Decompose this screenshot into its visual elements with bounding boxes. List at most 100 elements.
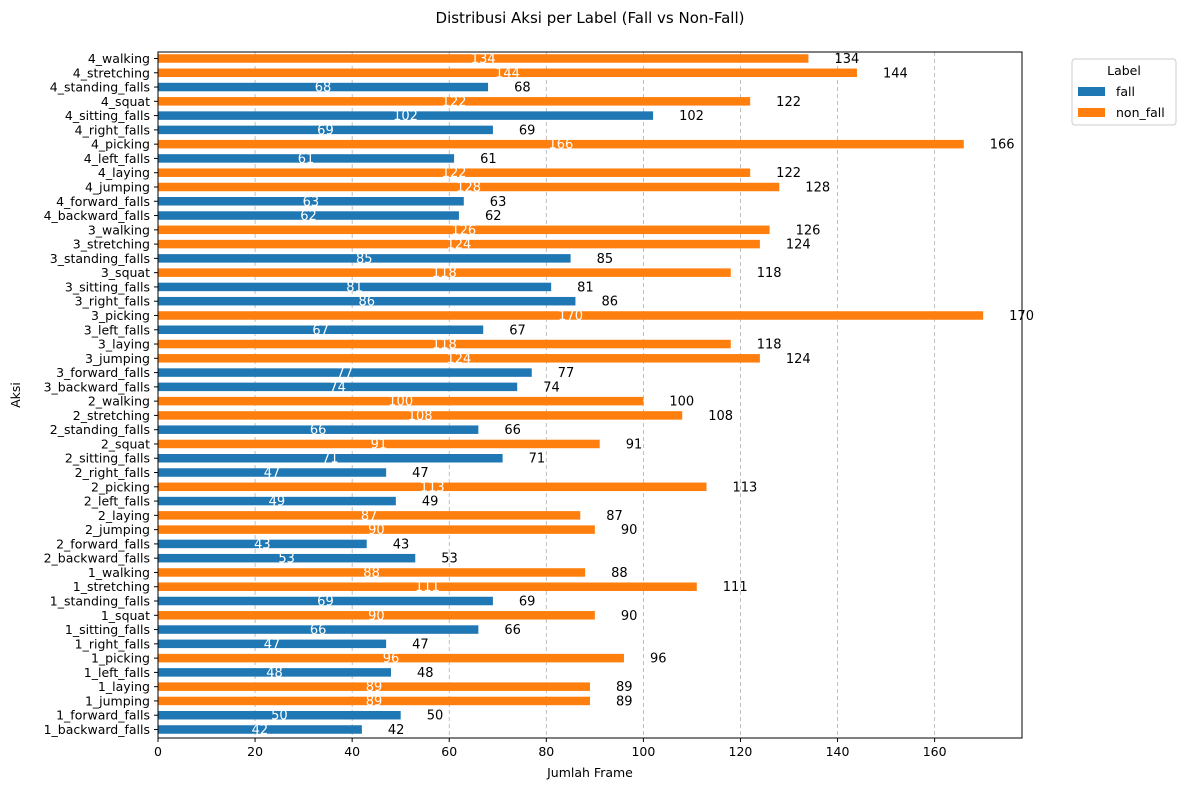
bar-inner-value-label: 71 bbox=[322, 452, 339, 467]
axes-layer: 0 20 40 60 80 100 120 140 160 4_walking4_stretchi… bbox=[44, 51, 947, 759]
y-tick-label: 3_jumping bbox=[85, 351, 150, 366]
y-tick-label: 2_picking bbox=[91, 479, 150, 494]
bar-inner-value-label: 87 bbox=[361, 509, 378, 524]
bar-inner-value-label: 170 bbox=[558, 309, 583, 324]
bar-inner-value-label: 96 bbox=[383, 652, 400, 667]
y-tick-label: 3_squat bbox=[101, 265, 150, 280]
bar-value-label: 50 bbox=[427, 709, 444, 724]
y-tick-label: 4_sitting_falls bbox=[65, 108, 150, 123]
bar-value-label: 66 bbox=[504, 623, 521, 638]
bar-inner-value-label: 53 bbox=[278, 552, 295, 567]
bar-inner-value-label: 113 bbox=[420, 480, 445, 495]
y-tick-label: 1_right_falls bbox=[75, 636, 150, 651]
x-axis-title: Jumlah Frame bbox=[546, 765, 633, 780]
bar-inner-value-label: 69 bbox=[317, 123, 334, 138]
bar-inner-value-label: 118 bbox=[432, 266, 457, 281]
bar-2_sitting_falls bbox=[158, 453, 503, 463]
bar-inner-value-label: 102 bbox=[393, 109, 418, 124]
bar-inner-value-label: 134 bbox=[471, 52, 496, 67]
y-tick-label: 4_backward_falls bbox=[44, 208, 150, 223]
bar-value-label: 53 bbox=[441, 552, 458, 567]
x-tick-label: 60 bbox=[441, 744, 457, 759]
bar-4_picking bbox=[158, 139, 964, 149]
bar-2_left_falls bbox=[158, 496, 396, 506]
bar-inner-value-label: 62 bbox=[300, 209, 317, 224]
bar-value-label: 86 bbox=[601, 295, 618, 310]
bar-1_left_falls bbox=[158, 668, 391, 677]
bar-1_right_falls bbox=[158, 639, 387, 649]
bar-value-label: 134 bbox=[834, 52, 859, 67]
bar-4_standing_falls bbox=[158, 82, 489, 92]
bar-3_sitting_falls bbox=[158, 282, 552, 292]
bar-inner-value-label: 90 bbox=[368, 523, 385, 538]
bar-inner-value-label: 47 bbox=[264, 466, 281, 481]
bar-value-label: 89 bbox=[616, 680, 633, 695]
bar-value-label: 47 bbox=[412, 466, 429, 481]
bar-inner-value-label: 50 bbox=[271, 709, 288, 724]
bar-1_laying bbox=[158, 682, 590, 691]
y-tick-label: 3_backward_falls bbox=[44, 379, 150, 394]
y-tick-label: 4_standing_falls bbox=[50, 80, 150, 95]
bar-value-label: 118 bbox=[757, 266, 782, 281]
bar-inner-value-label: 124 bbox=[447, 352, 472, 367]
bar-value-label: 90 bbox=[621, 609, 638, 624]
bar-inner-value-label: 89 bbox=[366, 680, 383, 695]
y-tick-label: 2_jumping bbox=[85, 522, 150, 537]
y-axis-title: Aksi bbox=[8, 382, 23, 408]
bar-3_laying bbox=[158, 339, 731, 349]
bar-value-label: 124 bbox=[786, 238, 811, 253]
bar-value-label: 81 bbox=[577, 280, 594, 295]
bar-inner-value-label: 111 bbox=[415, 580, 440, 595]
bar-value-label: 71 bbox=[529, 452, 546, 467]
legend-items: fall non_fall bbox=[1078, 84, 1165, 120]
bar-value-label: 118 bbox=[757, 338, 782, 353]
y-tick-label: 4_laying bbox=[98, 165, 150, 180]
bar-inner-value-label: 68 bbox=[315, 81, 332, 96]
bar-value-label: 48 bbox=[417, 666, 434, 681]
y-tick-label: 2_laying bbox=[98, 508, 150, 523]
y-tick-label: 3_standing_falls bbox=[50, 251, 150, 266]
bar-3_squat bbox=[158, 268, 731, 277]
x-tick-label: 0 bbox=[154, 744, 162, 759]
bar-2_picking bbox=[158, 482, 707, 492]
bar-inner-value-label: 88 bbox=[363, 566, 380, 581]
y-tick-label: 2_backward_falls bbox=[44, 551, 150, 566]
bar-inner-value-label: 100 bbox=[388, 395, 413, 410]
bar-inner-value-label: 124 bbox=[447, 238, 472, 253]
bar-3_left_falls bbox=[158, 325, 484, 335]
bar-value-label: 87 bbox=[606, 509, 623, 524]
bar-3_right_falls bbox=[158, 296, 576, 306]
bar-value-label: 68 bbox=[514, 81, 531, 96]
x-tick-label: 80 bbox=[538, 744, 554, 759]
bar-inner-value-label: 43 bbox=[254, 537, 271, 552]
bar-inner-value-label: 108 bbox=[408, 409, 433, 424]
y-tick-label: 4_left_falls bbox=[84, 151, 150, 166]
y-tick-label: 1_walking bbox=[88, 565, 150, 580]
x-tick-label: 140 bbox=[826, 744, 850, 759]
bar-inner-value-label: 48 bbox=[266, 666, 283, 681]
bar-value-label: 122 bbox=[776, 95, 801, 110]
legend-label-fall: fall bbox=[1116, 84, 1135, 99]
x-tick-label: 120 bbox=[729, 744, 753, 759]
bar-value-label: 47 bbox=[412, 637, 429, 652]
y-tick-label: 4_right_falls bbox=[75, 122, 150, 137]
y-tick-label: 2_standing_falls bbox=[50, 422, 150, 437]
bar-value-label: 96 bbox=[650, 652, 667, 667]
bar-value-label: 66 bbox=[504, 423, 521, 438]
bar-value-label: 111 bbox=[723, 580, 748, 595]
y-tick-label: 4_squat bbox=[101, 94, 150, 109]
bar-value-label: 108 bbox=[708, 409, 733, 424]
chart-title: Distribusi Aksi per Label (Fall vs Non-F… bbox=[436, 9, 745, 27]
y-tick-label: 2_squat bbox=[101, 436, 150, 451]
bar-4_walking bbox=[158, 54, 809, 63]
y-tick-label: 4_jumping bbox=[85, 179, 150, 194]
bar-4_laying bbox=[158, 168, 751, 177]
x-tick-label: 100 bbox=[631, 744, 655, 759]
y-tick-label: 1_laying bbox=[98, 679, 150, 694]
bar-4_backward_falls bbox=[158, 211, 459, 220]
bar-1_squat bbox=[158, 611, 595, 620]
bar-inner-value-label: 126 bbox=[451, 223, 476, 238]
bar-inner-value-label: 144 bbox=[495, 66, 520, 81]
bar-value-label: 91 bbox=[626, 437, 643, 452]
